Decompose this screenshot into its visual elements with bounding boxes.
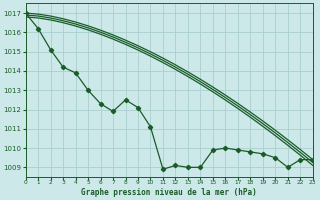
X-axis label: Graphe pression niveau de la mer (hPa): Graphe pression niveau de la mer (hPa) [81,188,257,197]
